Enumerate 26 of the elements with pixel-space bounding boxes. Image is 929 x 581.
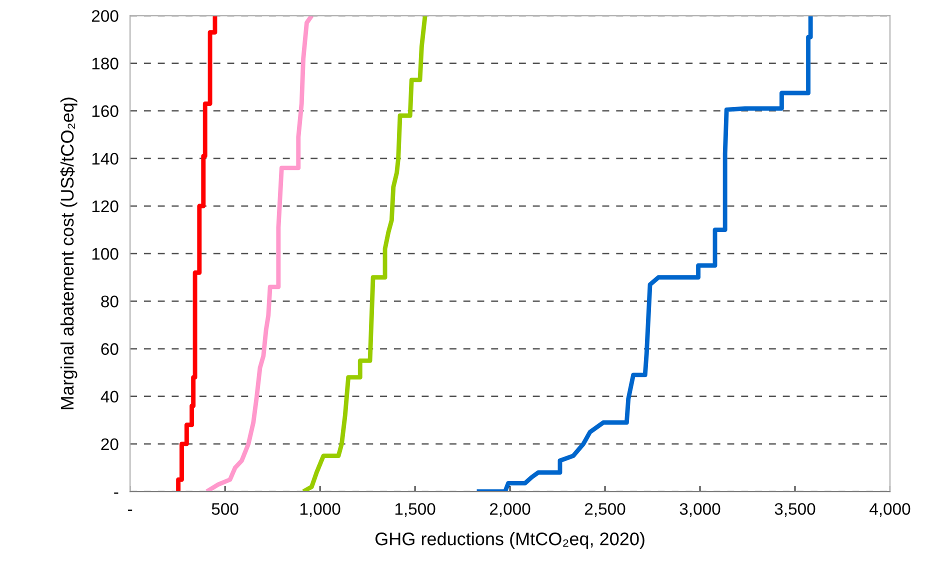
y-tick-label: 140: [92, 152, 118, 165]
line-series: [204, 16, 314, 492]
line-series: [474, 16, 813, 492]
y-tick-label: 20: [101, 438, 118, 450]
y-tick-label: 40: [100, 390, 118, 403]
y-axis-title: Marginal abatement cost (US$/tCO₂eq): [60, 98, 78, 410]
line-series: [301, 16, 428, 492]
x-tick-label: -: [128, 510, 132, 511]
x-tick-label: 4,000: [870, 503, 910, 517]
x-tick-label: 1,000: [300, 503, 340, 517]
y-tick-label: 80: [101, 296, 118, 308]
x-axis-title: GHG reductions (MtCO₂eq, 2020): [375, 532, 644, 549]
y-tick-label: 120: [92, 200, 118, 212]
x-tick-label: 1,500: [395, 503, 436, 517]
line-series: [176, 16, 218, 492]
x-tick-label: 3,000: [680, 503, 720, 517]
y-tick-label: 160: [92, 105, 118, 118]
x-tick-label: 2,500: [585, 503, 626, 517]
y-tick-label: 200: [92, 10, 118, 22]
y-tick-label: 180: [92, 58, 118, 70]
y-tick-label: -: [114, 492, 118, 494]
y-tick-label: 60: [101, 343, 118, 355]
x-tick-label: 500: [212, 503, 238, 515]
y-tick-label: 100: [92, 248, 118, 260]
x-tick-label: 2,000: [490, 503, 530, 517]
x-tick-label: 3,500: [774, 503, 816, 517]
